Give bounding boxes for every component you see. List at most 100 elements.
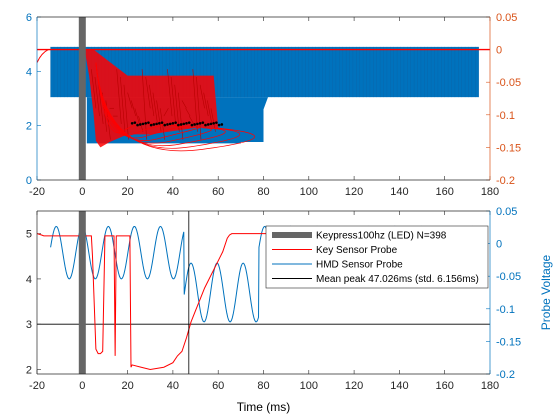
peak-marker xyxy=(141,122,145,126)
x-tick-label: 0 xyxy=(79,186,85,198)
key-trace-line xyxy=(181,100,187,109)
y-tick-label-right: -0.1 xyxy=(496,110,515,122)
y-tick-label-right: -0.1 xyxy=(496,304,515,316)
peak-marker xyxy=(185,121,188,125)
peak-marker xyxy=(171,121,175,125)
key-trace-line xyxy=(98,84,104,124)
peak-marker xyxy=(201,121,205,124)
x-tick-label: 120 xyxy=(345,186,363,198)
x-tick-label: 80 xyxy=(257,186,269,198)
key-trace-line xyxy=(196,76,202,140)
y-tick-label-left: 2 xyxy=(26,364,32,376)
y-tick-label-right: -0.15 xyxy=(496,336,521,348)
bottom-subplot: -20 0 20 40 60 80 100 120 140 160 180 2 3 4 5 -0.2 -0.15… xyxy=(26,206,521,392)
x-tick-label: -20 xyxy=(29,186,45,198)
x-tick-label: 40 xyxy=(167,186,179,198)
key-trace-curve xyxy=(95,62,189,136)
x-tick-label: 100 xyxy=(300,380,318,392)
key-trace-line xyxy=(120,76,126,132)
key-trace-line xyxy=(185,108,191,117)
key-trace-line xyxy=(141,69,147,140)
key-trace-line xyxy=(192,69,198,132)
x-tick-label: 20 xyxy=(121,186,133,198)
key-trace-line xyxy=(167,69,173,117)
peak-marker xyxy=(168,122,172,126)
peak-marker xyxy=(193,123,196,126)
y-tick-label-right: 0 xyxy=(496,239,502,251)
peak-marker xyxy=(177,123,180,127)
key-trace-line xyxy=(178,92,184,140)
x-tick-label: 100 xyxy=(300,186,318,198)
y-tick-label-right: -0.2 xyxy=(496,369,515,381)
x-tick-label: 140 xyxy=(390,186,408,198)
peak-marker xyxy=(190,123,194,127)
key-trace-line xyxy=(188,115,194,125)
key-trace-line xyxy=(203,92,209,117)
y-tick-label-right: 0.05 xyxy=(496,206,517,218)
key-trace-line xyxy=(156,100,162,132)
key-trace-line xyxy=(207,100,213,124)
top-traces xyxy=(37,17,490,180)
x-tick-label: 60 xyxy=(212,186,224,198)
key-trace-line xyxy=(145,76,151,109)
x-tick-label: 80 xyxy=(257,380,269,392)
key-trace-line xyxy=(127,92,133,109)
peak-marker xyxy=(133,121,137,124)
x-tick-label: 0 xyxy=(79,380,85,392)
y-tick-label-left: 6 xyxy=(26,12,32,24)
peak-marker xyxy=(187,121,191,124)
peak-marker xyxy=(160,121,164,124)
top-subplot: -20 0 20 40 60 80 100 120 140 160 1800246-0.2-0.15… xyxy=(26,12,521,198)
peak-marker xyxy=(163,123,167,127)
keypress-bar xyxy=(78,17,86,180)
x-tick-label: -20 xyxy=(29,380,45,392)
peak-marker xyxy=(130,121,134,125)
peak-marker xyxy=(144,121,148,125)
legend-swatch xyxy=(272,232,312,238)
x-tick-label: 160 xyxy=(436,186,454,198)
key-trace-line xyxy=(94,76,100,117)
peak-marker xyxy=(179,123,183,126)
y-tick-label-left: 4 xyxy=(26,274,32,286)
y-tick-label-left: 2 xyxy=(26,121,32,133)
legend-entry-label: Key Sensor Probe xyxy=(316,245,398,256)
peak-marker xyxy=(174,121,177,124)
y-tick-label-left: 5 xyxy=(26,229,32,241)
legend-entry-label: HMD Sensor Probe xyxy=(316,260,403,271)
x-tick-label: 40 xyxy=(167,380,179,392)
peak-marker xyxy=(206,123,210,126)
y-tick-label-right: -0.05 xyxy=(496,77,521,89)
peak-marker xyxy=(196,122,199,126)
peak-marker xyxy=(182,122,186,126)
peak-marker xyxy=(166,123,169,126)
y-tick-label-left: 3 xyxy=(26,319,32,331)
key-trace-line xyxy=(116,69,122,124)
x-tick-label: 160 xyxy=(436,380,454,392)
key-trace-line xyxy=(163,108,169,117)
y-tick-label-right: -0.05 xyxy=(496,271,521,283)
y-tick-label-right: -0.15 xyxy=(496,142,521,154)
x-tick-label: 60 xyxy=(212,380,224,392)
peak-marker xyxy=(209,122,213,126)
key-trace-line xyxy=(199,84,205,109)
peak-marker xyxy=(212,121,215,125)
x-tick-label: 180 xyxy=(481,380,499,392)
key-trace-line xyxy=(123,84,129,140)
peak-marker xyxy=(215,121,218,124)
peak-marker xyxy=(136,123,139,127)
peak-marker xyxy=(204,123,207,127)
legend: Keypress100hz (LED) N=398 Key Sensor Prob… xyxy=(265,225,489,289)
y-tick-label-right: -0.2 xyxy=(496,175,515,187)
x-tick-label: 20 xyxy=(121,380,133,392)
peak-marker xyxy=(138,123,142,126)
key-trace-line xyxy=(134,108,140,125)
key-trace-line xyxy=(152,92,158,124)
right-axis-label: Probe Voltage xyxy=(539,254,553,330)
legend-entry-label: Mean peak 47.026ms (std. 6.156ms) xyxy=(316,274,479,285)
legend-entry-label: Keypress100hz (LED) N=398 xyxy=(316,231,447,242)
keypress-bar xyxy=(78,211,86,374)
peak-marker xyxy=(158,121,161,125)
key-trace-line xyxy=(130,100,137,117)
x-tick-label: 180 xyxy=(481,186,499,198)
